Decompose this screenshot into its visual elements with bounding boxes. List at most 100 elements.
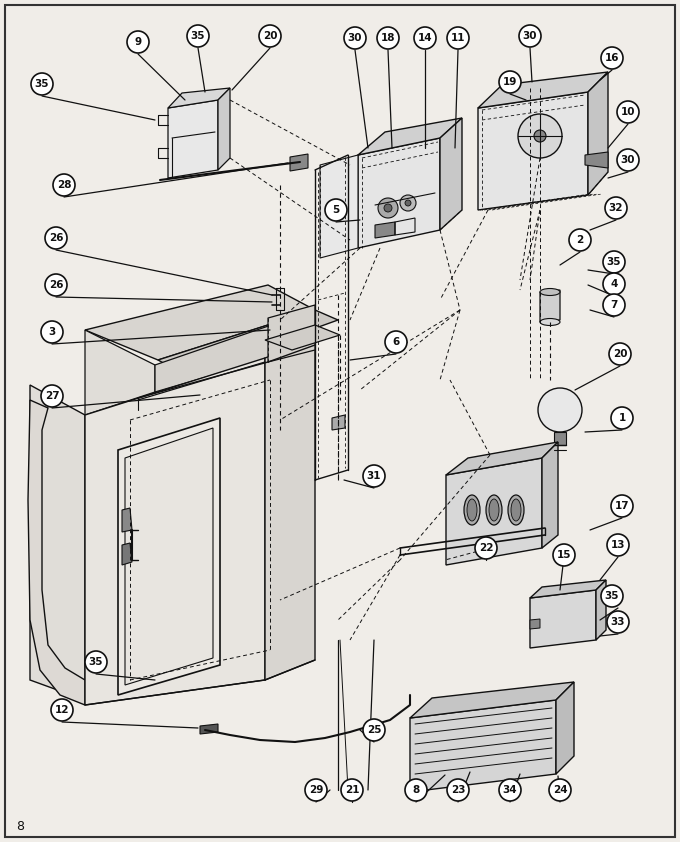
Polygon shape <box>125 428 213 685</box>
Circle shape <box>447 27 469 49</box>
Polygon shape <box>588 72 608 195</box>
Text: 23: 23 <box>451 785 465 795</box>
Polygon shape <box>30 385 85 700</box>
Polygon shape <box>290 154 308 171</box>
Text: 1: 1 <box>618 413 626 423</box>
Text: 35: 35 <box>605 591 619 601</box>
Polygon shape <box>358 138 440 248</box>
Text: 26: 26 <box>49 233 63 243</box>
Polygon shape <box>440 118 462 230</box>
Ellipse shape <box>511 499 521 521</box>
Text: 22: 22 <box>479 543 493 553</box>
Text: 2: 2 <box>577 235 583 245</box>
Text: 35: 35 <box>89 657 103 667</box>
Circle shape <box>549 779 571 801</box>
Polygon shape <box>200 724 218 734</box>
Circle shape <box>31 73 53 95</box>
Circle shape <box>325 199 347 221</box>
Circle shape <box>607 611 629 633</box>
Polygon shape <box>158 310 338 375</box>
Text: 7: 7 <box>611 300 617 310</box>
Text: 13: 13 <box>611 540 625 550</box>
Circle shape <box>414 27 436 49</box>
Text: 35: 35 <box>191 31 205 41</box>
Circle shape <box>363 465 385 487</box>
Polygon shape <box>542 442 558 548</box>
Ellipse shape <box>467 499 477 521</box>
Text: 31: 31 <box>367 471 381 481</box>
Polygon shape <box>168 100 218 178</box>
Circle shape <box>384 204 392 212</box>
Polygon shape <box>168 88 230 108</box>
Circle shape <box>341 779 363 801</box>
Text: 27: 27 <box>45 391 59 401</box>
Polygon shape <box>155 310 315 392</box>
Circle shape <box>305 779 327 801</box>
Text: 15: 15 <box>557 550 571 560</box>
Polygon shape <box>265 325 340 350</box>
Circle shape <box>569 229 591 251</box>
Text: 29: 29 <box>309 785 323 795</box>
Circle shape <box>611 495 633 517</box>
Text: 8: 8 <box>16 819 24 833</box>
Ellipse shape <box>540 318 560 326</box>
Circle shape <box>51 699 73 721</box>
Circle shape <box>363 719 385 741</box>
Polygon shape <box>446 442 558 475</box>
Text: 24: 24 <box>553 785 567 795</box>
Ellipse shape <box>464 495 480 525</box>
Polygon shape <box>554 432 566 445</box>
Circle shape <box>553 544 575 566</box>
Circle shape <box>85 651 107 673</box>
Circle shape <box>41 385 63 407</box>
Text: 9: 9 <box>135 37 141 47</box>
Text: 14: 14 <box>418 33 432 43</box>
Polygon shape <box>530 590 596 648</box>
Ellipse shape <box>508 495 524 525</box>
Circle shape <box>385 331 407 353</box>
Text: 35: 35 <box>35 79 49 89</box>
Polygon shape <box>530 580 606 598</box>
Text: 28: 28 <box>56 180 71 190</box>
Polygon shape <box>118 418 220 695</box>
Circle shape <box>405 779 427 801</box>
Circle shape <box>603 294 625 316</box>
Polygon shape <box>410 682 574 718</box>
Polygon shape <box>28 400 85 705</box>
Circle shape <box>534 130 546 142</box>
Polygon shape <box>585 152 608 168</box>
Polygon shape <box>446 458 542 565</box>
Circle shape <box>344 27 366 49</box>
Text: 32: 32 <box>609 203 624 213</box>
Text: 26: 26 <box>49 280 63 290</box>
Text: 35: 35 <box>607 257 622 267</box>
Circle shape <box>617 101 639 123</box>
Text: 17: 17 <box>615 501 629 511</box>
Ellipse shape <box>486 495 502 525</box>
Polygon shape <box>320 155 358 258</box>
Circle shape <box>378 198 398 218</box>
Circle shape <box>519 25 541 47</box>
Polygon shape <box>358 118 462 155</box>
Polygon shape <box>85 285 315 360</box>
Text: 21: 21 <box>345 785 359 795</box>
Text: 34: 34 <box>503 785 517 795</box>
Circle shape <box>538 388 582 432</box>
Text: 16: 16 <box>605 53 619 63</box>
Circle shape <box>601 47 623 69</box>
Circle shape <box>405 200 411 206</box>
Ellipse shape <box>489 499 499 521</box>
Circle shape <box>127 31 149 53</box>
Circle shape <box>499 779 521 801</box>
Text: 25: 25 <box>367 725 381 735</box>
Polygon shape <box>556 682 574 774</box>
Circle shape <box>617 149 639 171</box>
Polygon shape <box>85 358 265 705</box>
Circle shape <box>603 251 625 273</box>
Circle shape <box>603 273 625 295</box>
Circle shape <box>259 25 281 47</box>
Text: 11: 11 <box>451 33 465 43</box>
Polygon shape <box>332 415 345 430</box>
Text: 30: 30 <box>621 155 635 165</box>
Circle shape <box>475 537 497 559</box>
